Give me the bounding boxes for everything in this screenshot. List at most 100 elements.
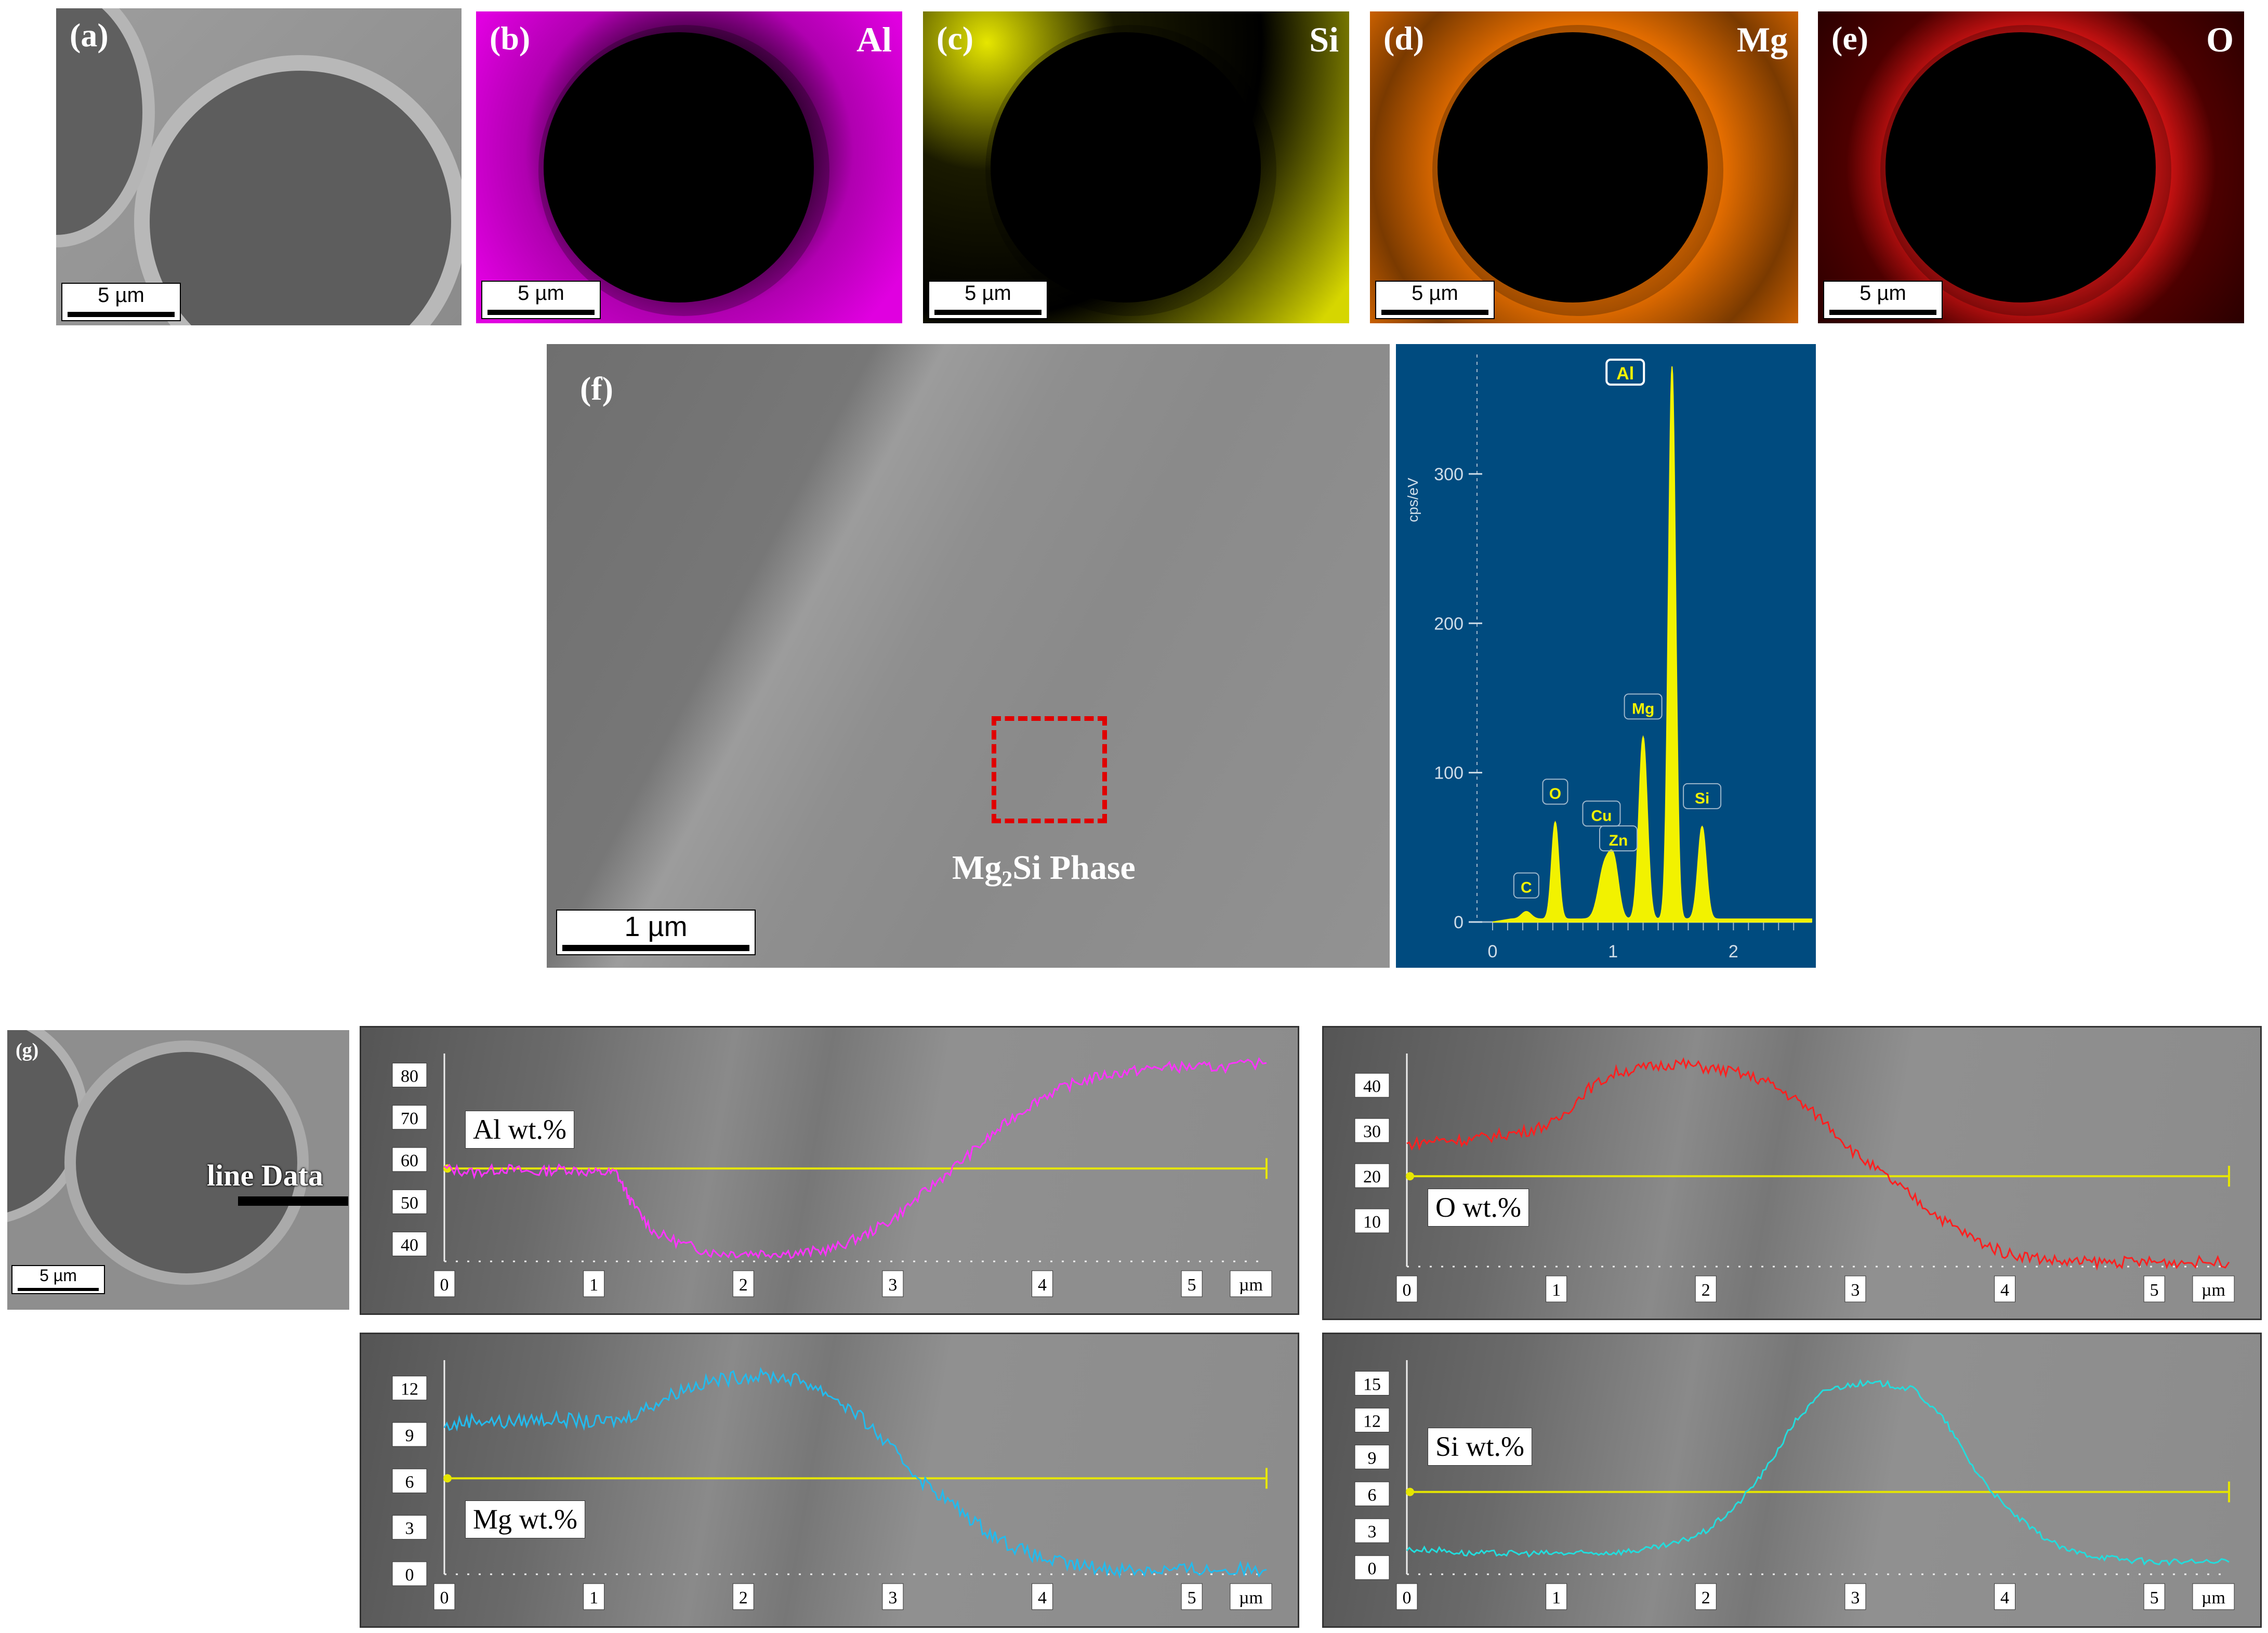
eds-spectrum-chart: 0 100 200 300 0 1 2 cps/eV C O Cu Zn Mg Al Si bbox=[1405, 354, 1812, 962]
x-unit-label: µm bbox=[1230, 1583, 1272, 1610]
svg-text:40: 40 bbox=[401, 1236, 418, 1255]
x-tick-label: 1 bbox=[583, 1270, 605, 1297]
sem-image-f: (f) Mg2Si Phase 1 µm bbox=[547, 344, 1390, 968]
svg-text:2: 2 bbox=[739, 1275, 748, 1295]
element-symbol: Al bbox=[856, 20, 892, 59]
y-tick-label: 40 bbox=[1354, 1073, 1390, 1098]
svg-text:9: 9 bbox=[405, 1426, 414, 1445]
al-linescan-chart: 40 50 60 70 80 0 1 2 3 4 5 µm Al wt.% bbox=[360, 1026, 1299, 1315]
svg-text:0: 0 bbox=[440, 1588, 449, 1608]
peak-label-si: Si bbox=[1683, 783, 1722, 809]
x-tick-label: 0 bbox=[433, 1270, 455, 1297]
peak-label-c: C bbox=[1513, 872, 1539, 899]
y-tick-label: 60 bbox=[392, 1147, 427, 1172]
svg-text:µm: µm bbox=[2201, 1588, 2225, 1608]
svg-text:0: 0 bbox=[1368, 1559, 1377, 1578]
spectrum-peaks bbox=[1492, 366, 1812, 923]
x-tick-label: 0 bbox=[433, 1583, 455, 1610]
panel-letter-f: (f) bbox=[580, 370, 613, 407]
svg-text:1: 1 bbox=[589, 1588, 598, 1608]
x-tick-label: 2 bbox=[732, 1270, 754, 1297]
svg-text:µm: µm bbox=[1239, 1275, 1263, 1295]
element-map-sem: (a) 5 µm bbox=[56, 8, 461, 325]
x-tick-label: 1 bbox=[1546, 1275, 1567, 1302]
svg-text:0: 0 bbox=[1403, 1281, 1412, 1300]
svg-text:3: 3 bbox=[888, 1275, 897, 1295]
svg-text:2: 2 bbox=[739, 1588, 748, 1608]
spectrum-y-tick-label: 100 bbox=[1434, 763, 1463, 783]
x-tick-label: 4 bbox=[1994, 1275, 2016, 1302]
scan-marker-start bbox=[443, 1474, 452, 1483]
si-linescan-chart: 0 3 6 9 12 15 0 1 2 3 4 5 µm Si wt.% bbox=[1322, 1333, 2262, 1628]
svg-text:60: 60 bbox=[401, 1151, 418, 1170]
y-tick-label: 12 bbox=[1354, 1407, 1390, 1432]
scale-bar: 5 µm bbox=[61, 283, 181, 321]
svg-text:O: O bbox=[1549, 785, 1561, 802]
svg-text:4: 4 bbox=[1038, 1275, 1047, 1295]
x-tick-label: 1 bbox=[1546, 1583, 1567, 1610]
o-linescan-chart: 10 20 30 40 0 1 2 3 4 5 µm O wt.% bbox=[1322, 1026, 2262, 1320]
scan-marker-start bbox=[1406, 1172, 1414, 1181]
svg-text:70: 70 bbox=[401, 1109, 418, 1128]
svg-text:4: 4 bbox=[1038, 1588, 1047, 1608]
pore-hole bbox=[1438, 32, 1708, 302]
element-map-al: (b) Al 5 µm bbox=[476, 11, 902, 323]
series-label: Al wt.% bbox=[465, 1111, 574, 1149]
x-tick-label: 4 bbox=[1994, 1583, 2016, 1610]
line-data-label: line Data bbox=[207, 1158, 323, 1192]
element-symbol: Si bbox=[1309, 20, 1339, 59]
series-line bbox=[1406, 1057, 2230, 1271]
pore-ring bbox=[134, 55, 461, 325]
series-label: O wt.% bbox=[1428, 1189, 1529, 1227]
x-tick-label: 3 bbox=[882, 1270, 904, 1297]
svg-text:6: 6 bbox=[1368, 1485, 1377, 1505]
pore-hole bbox=[1885, 32, 2156, 302]
y-tick-label: 6 bbox=[1354, 1481, 1390, 1506]
x-tick-label: 0 bbox=[1396, 1583, 1418, 1610]
scale-bar: 5 µm bbox=[928, 281, 1048, 319]
mg2si-region-box bbox=[992, 716, 1107, 823]
svg-text:5: 5 bbox=[1188, 1275, 1196, 1295]
svg-text:4: 4 bbox=[2000, 1281, 2009, 1300]
y-tick-label: 3 bbox=[1354, 1518, 1390, 1543]
peak-label-al: Al bbox=[1605, 359, 1645, 386]
x-unit-label: µm bbox=[1230, 1270, 1272, 1297]
series-line bbox=[444, 1057, 1267, 1259]
scale-bar: 5 µm bbox=[1823, 281, 1943, 319]
element-symbol: Mg bbox=[1736, 20, 1788, 59]
y-tick-label: 9 bbox=[1354, 1444, 1390, 1469]
svg-text:15: 15 bbox=[1363, 1375, 1381, 1394]
peak-label-zn: Zn bbox=[1599, 825, 1638, 852]
panel-letter-g: (g) bbox=[16, 1039, 39, 1061]
linescan-plot: 10 20 30 40 0 1 2 3 4 5 µm bbox=[1354, 1053, 2235, 1302]
spectrum-x-tick-label: 2 bbox=[1729, 942, 1738, 962]
y-tick-label: 12 bbox=[392, 1376, 427, 1401]
element-map-mg: (d) Mg 5 µm bbox=[1370, 11, 1798, 323]
series-line bbox=[1406, 1379, 2230, 1566]
line-scan-path bbox=[238, 1196, 348, 1206]
svg-text:0: 0 bbox=[1403, 1588, 1412, 1608]
x-tick-label: 2 bbox=[1695, 1583, 1717, 1610]
mg2si-phase-label: Mg2Si Phase bbox=[952, 849, 1136, 892]
spectrum-y-tick-label: 200 bbox=[1434, 614, 1463, 634]
svg-text:µm: µm bbox=[2201, 1281, 2225, 1300]
y-tick-label: 50 bbox=[392, 1189, 427, 1214]
svg-text:12: 12 bbox=[401, 1380, 418, 1399]
svg-text:5: 5 bbox=[2150, 1588, 2159, 1608]
svg-text:Al: Al bbox=[1616, 364, 1634, 384]
y-tick-label: 15 bbox=[1354, 1371, 1390, 1395]
scale-bar-g: 5 µm bbox=[11, 1265, 105, 1294]
pore-hole bbox=[991, 32, 1261, 302]
svg-text:50: 50 bbox=[401, 1193, 418, 1213]
x-unit-label: µm bbox=[2192, 1583, 2235, 1610]
panel-letter: (a) bbox=[70, 17, 109, 54]
pore-hole bbox=[544, 32, 814, 302]
svg-text:10: 10 bbox=[1363, 1213, 1381, 1232]
scale-bar-label: 5 µm bbox=[98, 284, 144, 307]
y-tick-label: 6 bbox=[392, 1468, 427, 1493]
peak-label-o: O bbox=[1542, 779, 1568, 805]
x-tick-label: 3 bbox=[882, 1583, 904, 1610]
peak-label-cu: Cu bbox=[1582, 800, 1621, 827]
svg-text:6: 6 bbox=[405, 1472, 414, 1492]
